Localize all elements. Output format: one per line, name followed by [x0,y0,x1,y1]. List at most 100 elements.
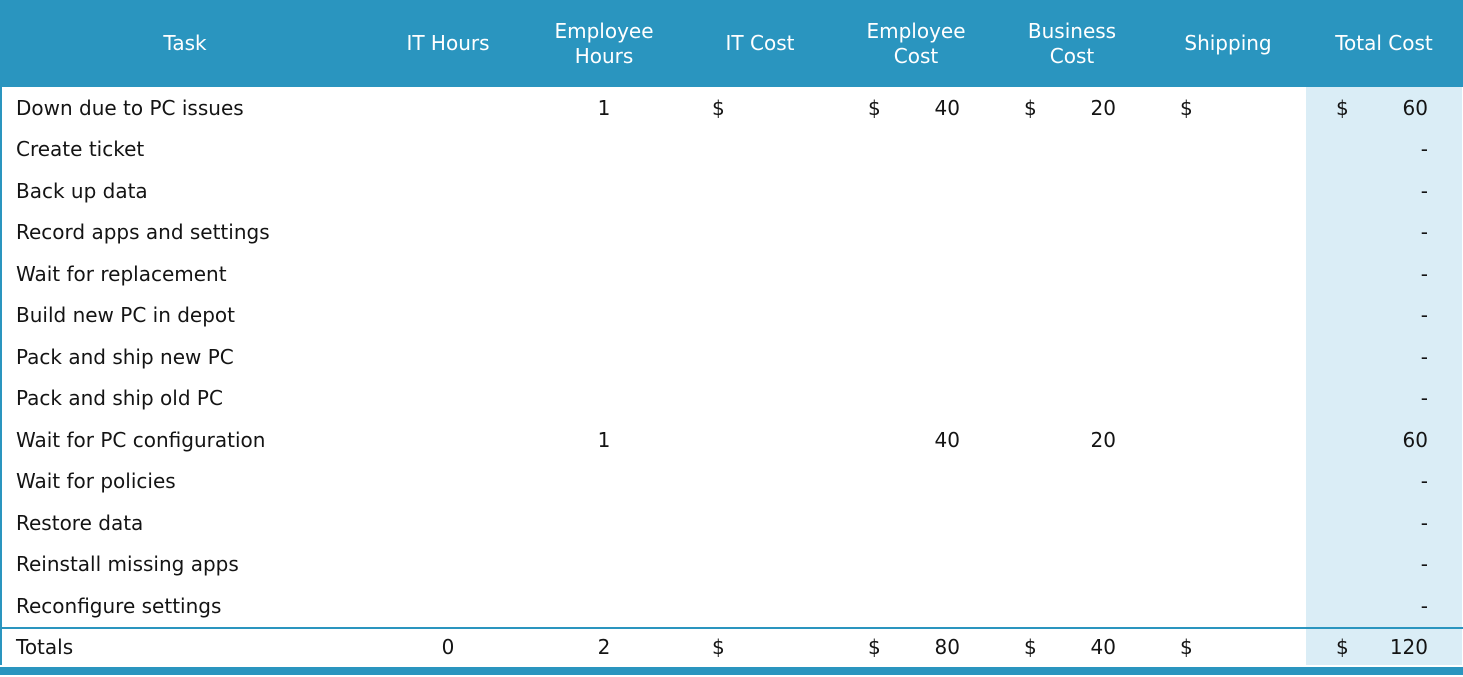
column-header-it-hours[interactable]: IT Hours [406,31,490,55]
cell-it-hours[interactable] [370,87,526,129]
cell-it-cost[interactable] [682,419,838,461]
cell-employee-cost[interactable] [838,461,994,503]
cell-employee-cost[interactable] [838,253,994,295]
cell-business-cost[interactable]: 20 [994,419,1150,461]
cell-it-hours[interactable] [370,212,526,254]
cell-employee-hours[interactable] [526,461,682,503]
cell-employee-hours[interactable] [526,129,682,171]
cell-it-cost[interactable] [682,585,838,627]
cell-employee-hours[interactable] [526,585,682,627]
cell-it-cost[interactable] [682,129,838,171]
cell-total-cost[interactable]: 60 [1306,419,1462,461]
cell-it-hours[interactable] [370,502,526,544]
cell-shipping[interactable] [1150,212,1306,254]
cell-business-cost[interactable] [994,336,1150,378]
cell-shipping[interactable] [1150,378,1306,420]
cell-employee-cost[interactable] [838,378,994,420]
cell-business-cost[interactable] [994,295,1150,337]
cell-business-cost[interactable] [994,170,1150,212]
cell-task[interactable]: Pack and ship new PC [16,344,234,369]
cell-shipping[interactable] [1150,295,1306,337]
cell-employee-hours[interactable]: 2 [597,634,611,659]
cell-employee-cost[interactable] [838,544,994,586]
cell-it-hours[interactable] [370,253,526,295]
cell-employee-hours[interactable] [526,212,682,254]
column-header-shipping[interactable]: Shipping [1184,31,1272,55]
cell-business-cost[interactable] [994,253,1150,295]
cell-shipping[interactable] [1150,336,1306,378]
cell-task[interactable]: Back up data [16,178,148,203]
cell-shipping[interactable] [1150,129,1306,171]
cell-employee-cost[interactable] [838,585,994,627]
cell-shipping[interactable] [1150,419,1306,461]
cell-total-cost[interactable]: - [1306,170,1462,212]
cell-task[interactable]: Wait for policies [16,469,176,494]
cell-it-hours[interactable] [370,170,526,212]
cell-business-cost[interactable] [994,212,1150,254]
cell-total-cost[interactable]: - [1306,502,1462,544]
cell-total-cost[interactable]: - [1306,377,1462,419]
cell-total-cost[interactable]: - [1306,585,1462,627]
cell-shipping[interactable] [1150,253,1306,295]
column-header-total-cost[interactable]: Total Cost [1335,31,1433,55]
cell-business-cost[interactable] [994,129,1150,171]
cell-it-hours[interactable] [370,336,526,378]
cell-total-cost[interactable]: - [1306,543,1462,585]
cell-shipping[interactable] [1150,502,1306,544]
column-header-employee-cost[interactable]: Employee Cost [866,18,966,68]
cell-shipping[interactable] [1150,544,1306,586]
cell-total-cost[interactable]: - [1306,128,1462,170]
cell-employee-hours[interactable] [526,295,682,337]
cell-it-cost[interactable] [682,212,838,254]
cell-it-cost[interactable] [682,336,838,378]
cell-business-cost[interactable] [994,544,1150,586]
cell-it-cost[interactable]: $ [682,87,838,129]
cell-shipping[interactable]: $ [1150,87,1306,129]
cell-task[interactable]: Reinstall missing apps [16,552,239,577]
cell-employee-cost[interactable] [838,295,994,337]
cell-it-cost[interactable] [682,170,838,212]
cell-it-cost[interactable]: $ [682,629,838,665]
cell-employee-hours[interactable] [526,378,682,420]
cell-total-cost[interactable]: $60 [1306,87,1462,129]
cell-task[interactable]: Down due to PC issues [16,95,244,120]
cell-it-cost[interactable] [682,253,838,295]
cell-it-hours[interactable] [370,585,526,627]
column-header-task[interactable]: Task [163,31,207,55]
cell-task[interactable]: Create ticket [16,137,145,162]
cell-task[interactable]: Wait for PC configuration [16,427,266,452]
column-header-it-cost[interactable]: IT Cost [725,31,795,55]
cell-business-cost[interactable] [994,502,1150,544]
cell-shipping[interactable] [1150,461,1306,503]
cell-total-cost[interactable]: - [1306,211,1462,253]
cell-employee-hours[interactable]: 1 [597,427,611,452]
cell-employee-hours[interactable] [526,170,682,212]
cell-employee-cost[interactable] [838,129,994,171]
cell-business-cost[interactable] [994,461,1150,503]
cell-employee-cost[interactable]: $40 [838,87,994,129]
cell-business-cost[interactable]: $20 [994,87,1150,129]
cell-task[interactable]: Wait for replacement [16,261,227,286]
cell-employee-cost[interactable]: 40 [838,419,994,461]
cell-shipping[interactable] [1150,170,1306,212]
cell-employee-hours[interactable] [526,336,682,378]
column-header-business-cost[interactable]: Business Cost [1027,18,1117,68]
cell-employee-cost[interactable]: $80 [838,629,994,665]
cell-it-hours[interactable] [370,544,526,586]
cell-task[interactable]: Restore data [16,510,144,535]
cell-business-cost[interactable] [994,378,1150,420]
cell-business-cost[interactable] [994,585,1150,627]
cell-it-hours[interactable] [370,295,526,337]
cell-total-cost[interactable]: - [1306,253,1462,295]
cell-it-hours[interactable] [370,129,526,171]
cell-task[interactable]: Totals [16,634,74,659]
cell-it-cost[interactable] [682,461,838,503]
cell-employee-cost[interactable] [838,502,994,544]
cell-task[interactable]: Build new PC in depot [16,303,236,328]
cell-total-cost[interactable]: $120 [1306,628,1462,665]
cell-it-hours[interactable] [370,419,526,461]
cell-total-cost[interactable]: - [1306,294,1462,336]
cell-it-cost[interactable] [682,544,838,586]
cell-shipping[interactable] [1150,585,1306,627]
cell-employee-cost[interactable] [838,336,994,378]
